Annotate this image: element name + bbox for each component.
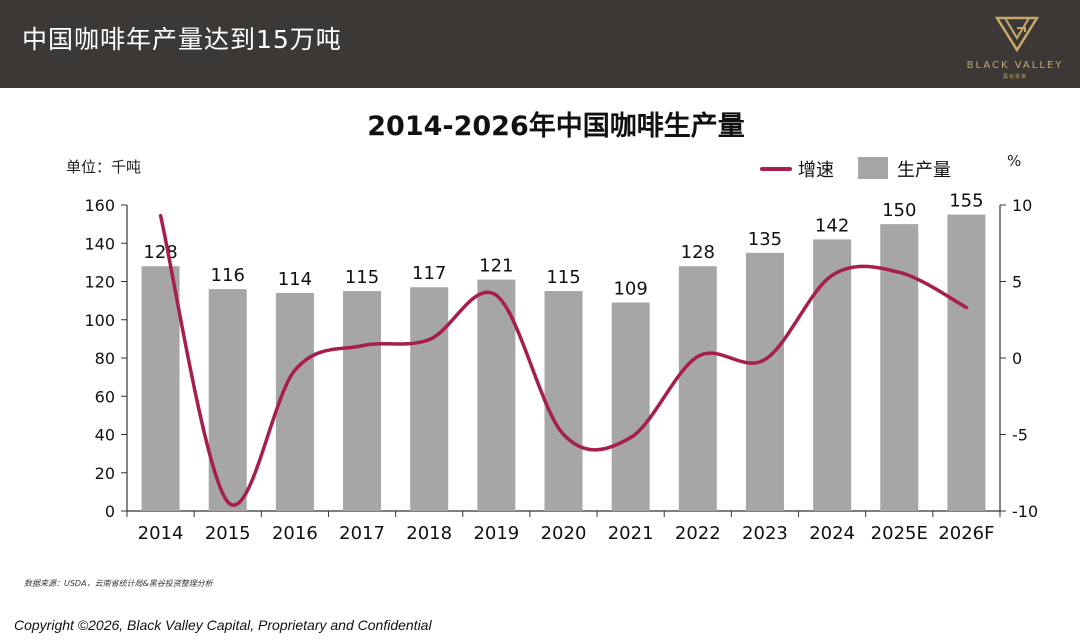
y-tick-label: 20 (95, 464, 115, 483)
logo-text: BLACK VALLEY (966, 60, 1064, 71)
x-tick-label: 2021 (608, 523, 654, 544)
y2-tick-label: -5 (1012, 426, 1028, 445)
source-note: 数据来源：USDA，云南省统计局&黑谷投资整理分析 (24, 579, 213, 588)
chart-title: 2014-2026年中国咖啡生产量 (367, 111, 745, 142)
y-tick-label: 0 (105, 502, 115, 521)
bar-data-label: 128 (143, 242, 177, 263)
copyright-note: Copyright ©2026, Black Valley Capital, P… (14, 617, 432, 633)
y-tick-label: 160 (84, 196, 115, 215)
y2-tick-label: -10 (1012, 502, 1038, 521)
bar (343, 291, 382, 511)
y-tick-label: 40 (95, 426, 115, 445)
y-tick-label: 120 (84, 273, 115, 292)
bar-data-label: 150 (882, 200, 916, 221)
y-tick-label: 140 (84, 234, 115, 253)
y2-tick-label: 10 (1012, 196, 1032, 215)
x-tick-label: 2015 (205, 523, 251, 544)
y2-tick-label: 0 (1012, 349, 1022, 368)
x-tick-label: 2023 (742, 523, 788, 544)
bar-data-label: 109 (613, 279, 647, 300)
x-tick-label: 2026F (938, 523, 994, 544)
bar (813, 239, 852, 512)
x-tick-label: 2020 (541, 523, 587, 544)
black-valley-logo: BLACK VALLEY 黑谷投资 (955, 8, 1075, 84)
legend-line-swatch (760, 167, 792, 171)
bar (141, 266, 180, 511)
y-axis-unit-label: 单位：千吨 (66, 158, 142, 176)
x-tick-label: 2019 (473, 523, 519, 544)
x-tick-label: 2014 (138, 523, 184, 544)
bar (208, 289, 247, 511)
bar-data-label: 117 (412, 263, 446, 284)
y-tick-label: 60 (95, 387, 115, 406)
bar (611, 302, 650, 511)
y-tick-label: 80 (95, 349, 115, 368)
y2-axis-unit-label: % (1007, 152, 1022, 170)
bar (410, 287, 449, 511)
y2-tick-label: 5 (1012, 273, 1022, 292)
bar (745, 252, 784, 511)
legend-label-growth: 增速 (798, 160, 834, 181)
header-bar: 中国咖啡年产量达到15万吨 BLACK VALLEY 黑谷投资 (0, 0, 1080, 88)
growth-rate-line (158, 213, 969, 507)
bar-data-label: 155 (949, 191, 983, 212)
page-title: 中国咖啡年产量达到15万吨 (22, 25, 342, 54)
x-tick-label: 2017 (339, 523, 385, 544)
bar-data-label: 116 (211, 265, 245, 286)
x-tick-label: 2016 (272, 523, 318, 544)
bar (678, 266, 717, 511)
bar-data-label: 115 (345, 267, 379, 288)
bar (477, 279, 516, 511)
y-tick-label: 100 (84, 311, 115, 330)
x-tick-label: 2022 (675, 523, 721, 544)
logo-subtext: 黑谷投资 (1002, 74, 1027, 80)
x-tick-label: 2018 (406, 523, 452, 544)
bar-data-label: 114 (278, 269, 312, 290)
bar (544, 291, 583, 511)
bar (947, 214, 986, 511)
bar-data-label: 142 (815, 215, 849, 236)
x-tick-label: 2025E (871, 523, 928, 544)
legend-label-production: 生产量 (897, 160, 951, 181)
x-tick-label: 2024 (809, 523, 855, 544)
bar-data-label: 135 (748, 229, 782, 250)
legend-bar-swatch (858, 157, 888, 179)
bar-data-label: 128 (681, 242, 715, 263)
bar-data-label: 121 (479, 256, 513, 277)
bar-data-label: 115 (546, 267, 580, 288)
bar (275, 292, 314, 511)
logo-icon (995, 16, 1039, 53)
bar (880, 224, 919, 511)
